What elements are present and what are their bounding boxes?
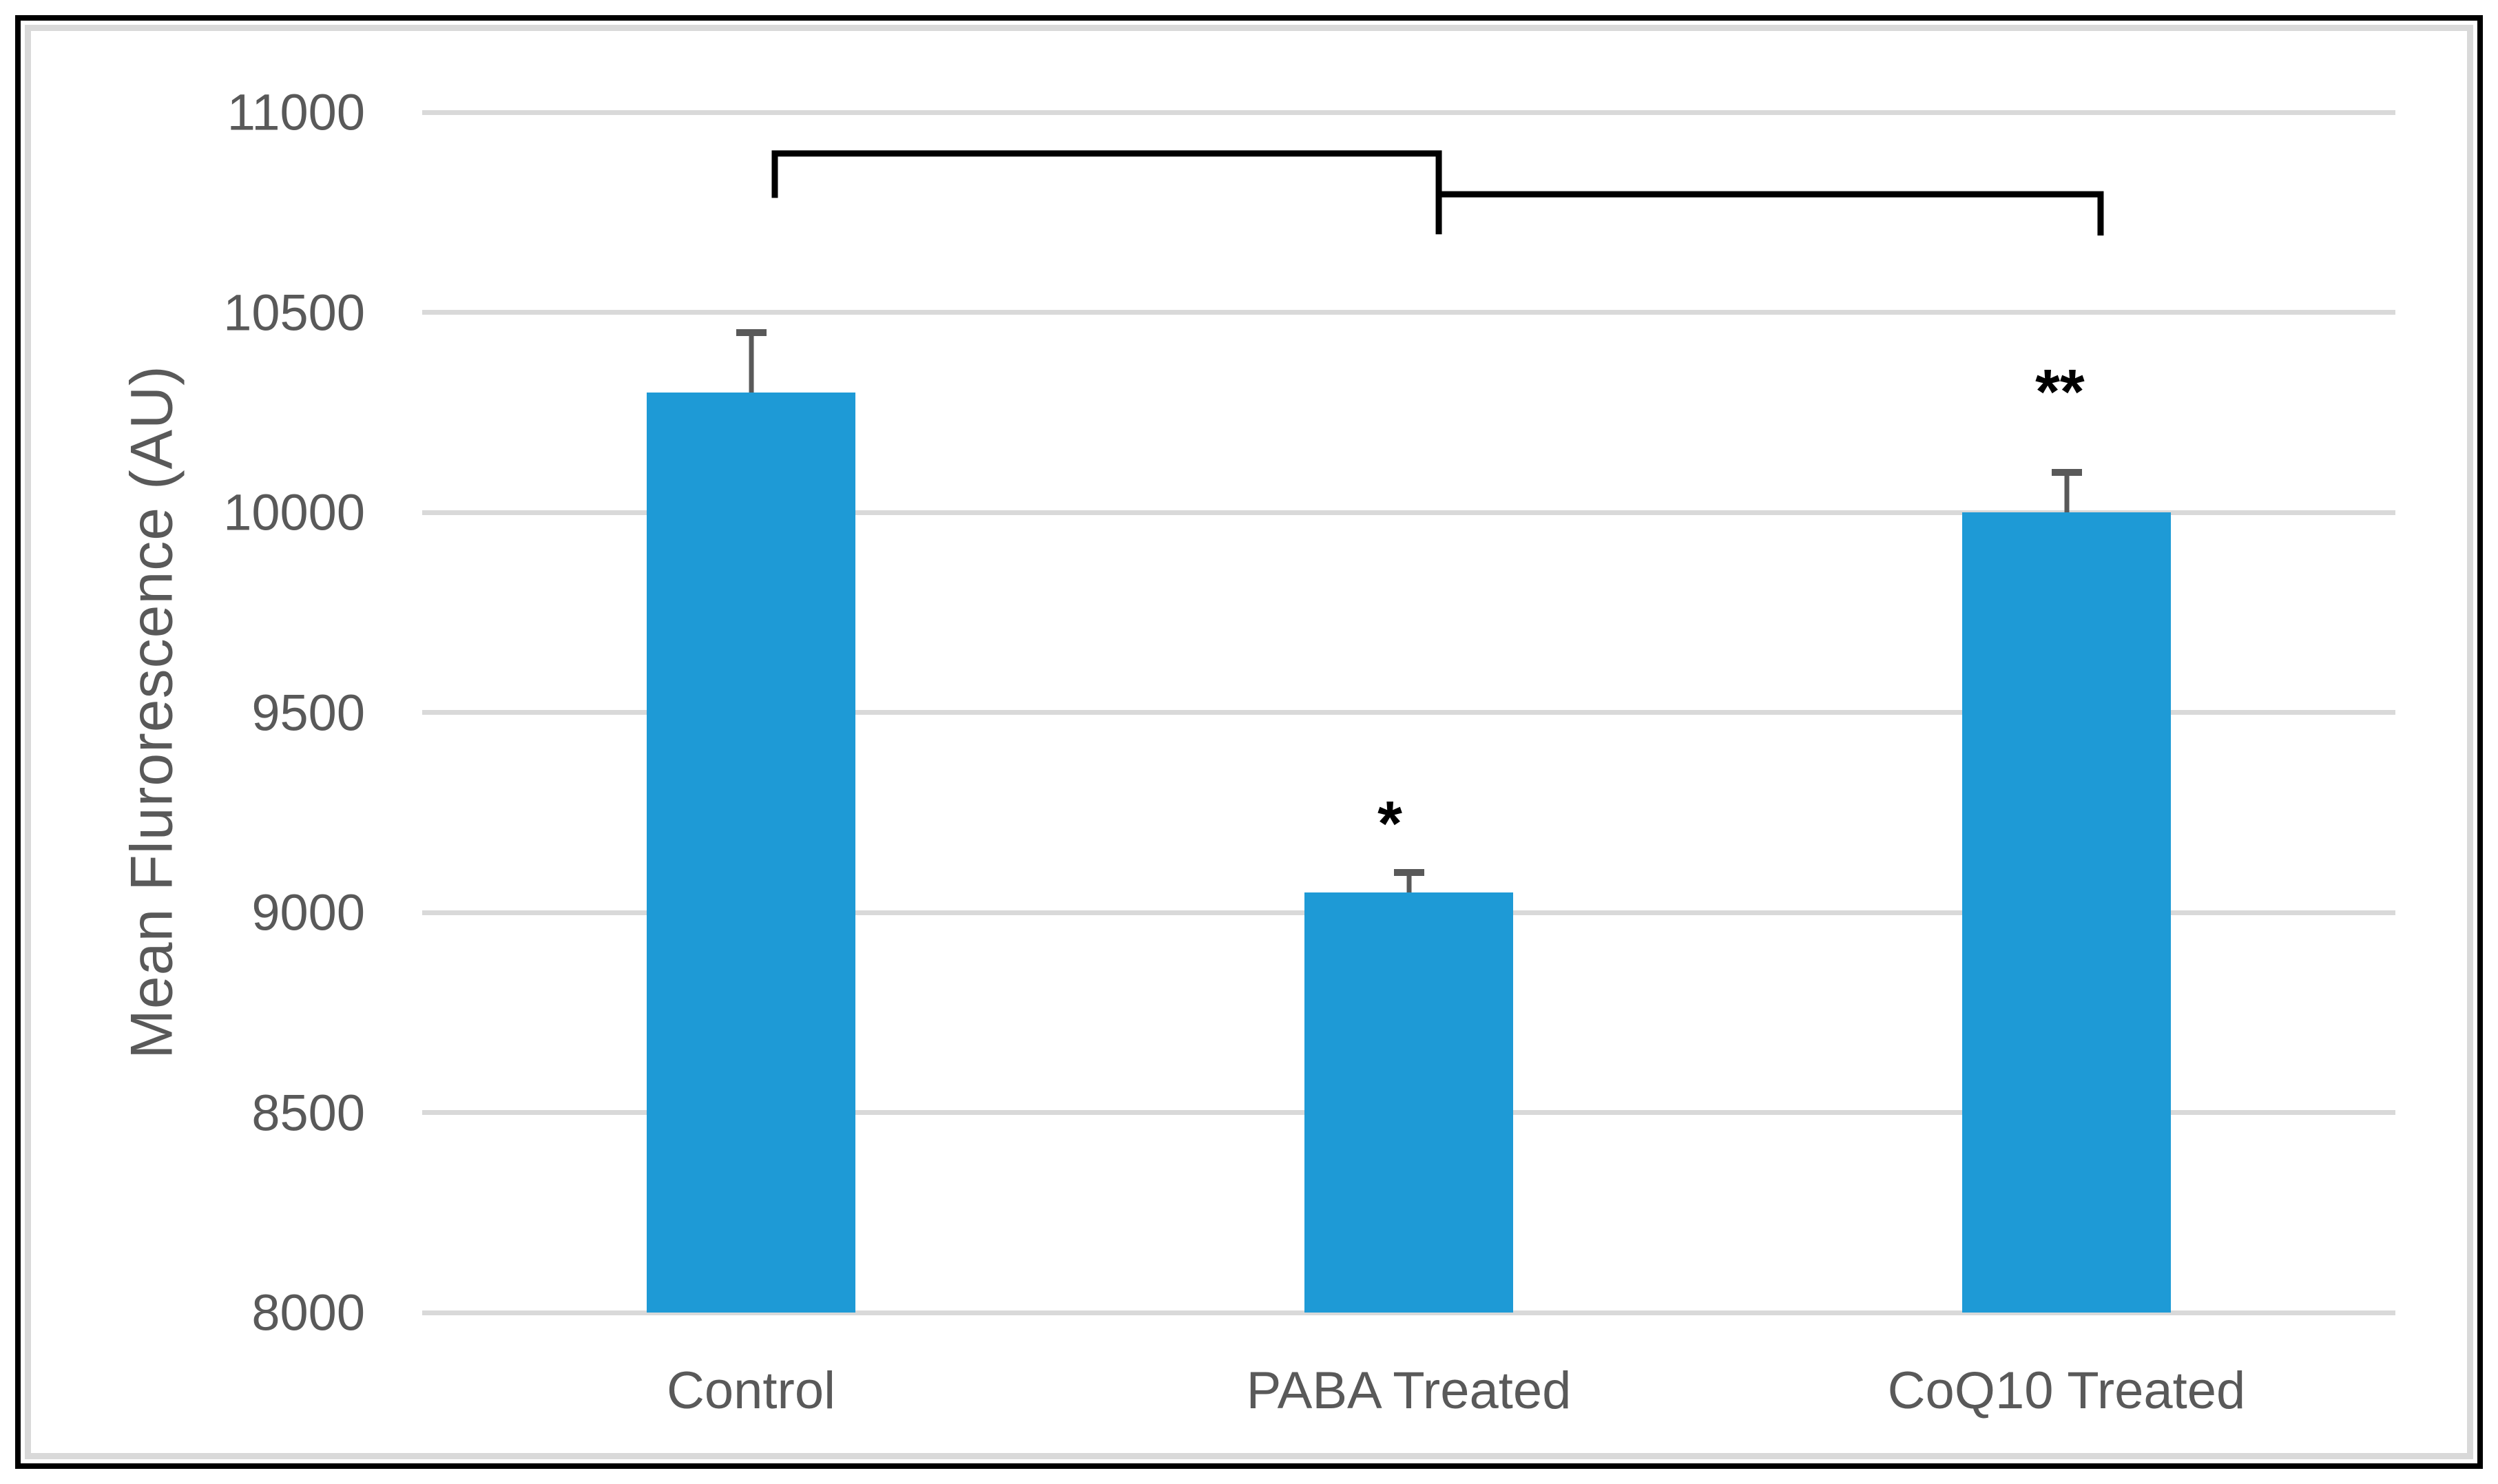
bar-control <box>647 392 855 1313</box>
error-bar-cap <box>1393 868 1424 876</box>
y-tick-label: 11000 <box>227 83 365 141</box>
error-bar-stem <box>1406 868 1411 892</box>
significance-bracket <box>771 150 1442 235</box>
y-tick-label: 10000 <box>223 483 365 541</box>
error-bar-stem <box>2064 468 2069 512</box>
gridline <box>422 510 2395 515</box>
gridline <box>422 109 2395 115</box>
error-bar <box>736 328 767 393</box>
y-tick-label: 10500 <box>223 284 365 341</box>
significance-brackets-layer <box>771 150 2104 236</box>
gridline <box>422 710 2395 715</box>
gridline <box>422 1310 2395 1315</box>
y-tick-label: 8500 <box>251 1084 365 1141</box>
category-label: Control <box>667 1361 835 1420</box>
significance-star: ** <box>2035 357 2085 428</box>
y-tick-label: 9500 <box>251 684 365 741</box>
category-label: CoQ10 Treated <box>1887 1361 2246 1420</box>
y-axis-tick-labels: 11000 10500 10000 9500 9000 8500 8000 <box>0 84 365 1341</box>
error-bar-cap <box>2051 468 2082 476</box>
bar-paba-treated <box>1304 892 1513 1313</box>
plot-area: * ** <box>422 109 2395 1315</box>
y-tick-label: 8000 <box>251 1284 365 1341</box>
x-axis-category-labels: Control PABA Treated CoQ10 Treated <box>422 1313 2395 1450</box>
bar-coq10-treated <box>1962 512 2171 1313</box>
y-tick-label: 9000 <box>251 884 365 941</box>
significance-bracket <box>1439 191 2104 236</box>
category-label: PABA Treated <box>1246 1361 1572 1420</box>
error-bar <box>1393 868 1424 892</box>
error-bar <box>2051 468 2082 512</box>
error-bar-stem <box>749 328 753 393</box>
gridline <box>422 310 2395 315</box>
significance-star: * <box>1377 788 1402 859</box>
error-bar-cap <box>736 328 767 336</box>
